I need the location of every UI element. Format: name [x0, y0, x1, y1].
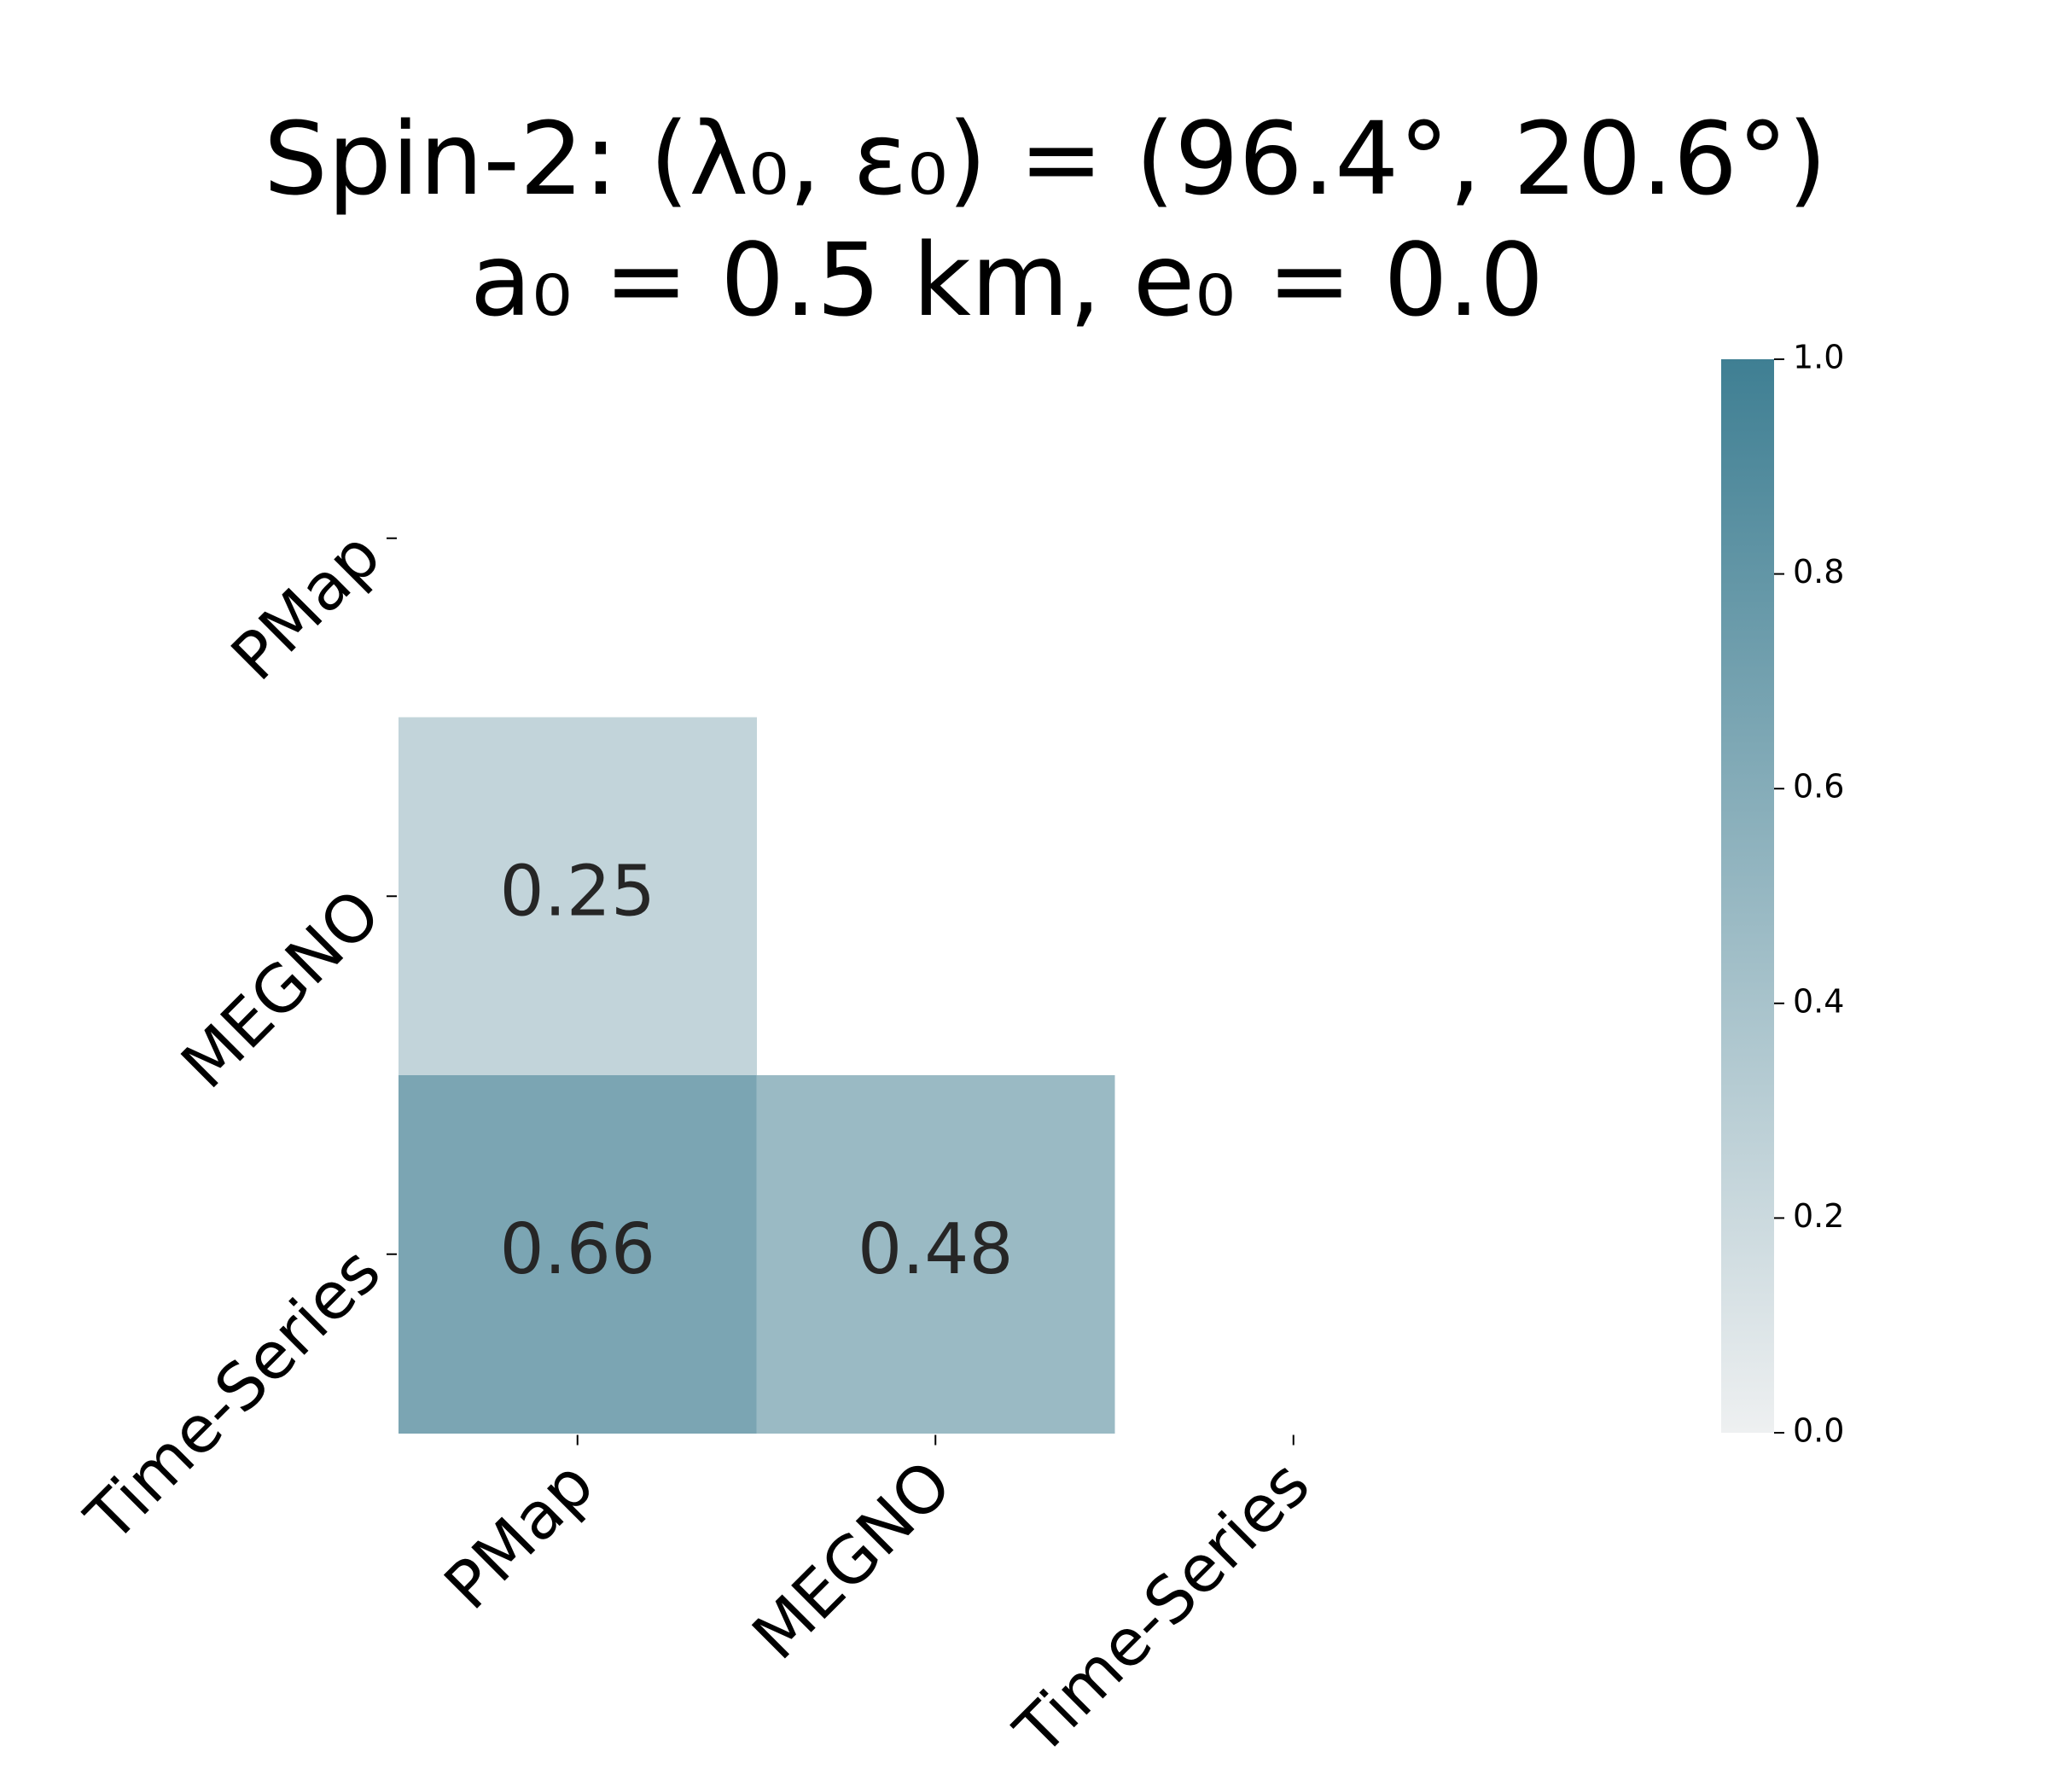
chart-title: Spin-2: (λ₀, ε₀) = (96.4°, 20.6°)	[264, 100, 1827, 218]
x-tick-label: PMap	[430, 1446, 608, 1624]
heatmap-cell	[399, 717, 757, 1076]
heatmap-cell	[756, 1075, 1115, 1434]
colorbar-tick-label: 0.2	[1793, 1197, 1844, 1235]
cell-label: 0.25	[499, 852, 655, 933]
colorbar-tick-label: 0.8	[1793, 553, 1844, 591]
colorbar-tick-label: 0.0	[1793, 1412, 1844, 1450]
cell-label: 0.48	[858, 1209, 1014, 1290]
x-tick-label: MEGNO	[737, 1446, 965, 1673]
x-tick-label: Time-Series	[1000, 1446, 1324, 1770]
heatmap-cell	[399, 1075, 757, 1434]
colorbar-tick-label: 0.4	[1793, 982, 1844, 1020]
y-tick-label: Time-Series	[71, 1232, 395, 1556]
colorbar-tick-label: 1.0	[1793, 339, 1844, 376]
y-tick-label: MEGNO	[166, 875, 394, 1103]
colorbar	[1721, 359, 1774, 1433]
cell-label: 0.66	[499, 1209, 655, 1290]
colorbar-tick-label: 0.6	[1793, 768, 1844, 806]
y-tick-label: PMap	[217, 516, 395, 695]
chart-subtitle: a₀ = 0.5 km, e₀ = 0.0	[470, 221, 1544, 339]
